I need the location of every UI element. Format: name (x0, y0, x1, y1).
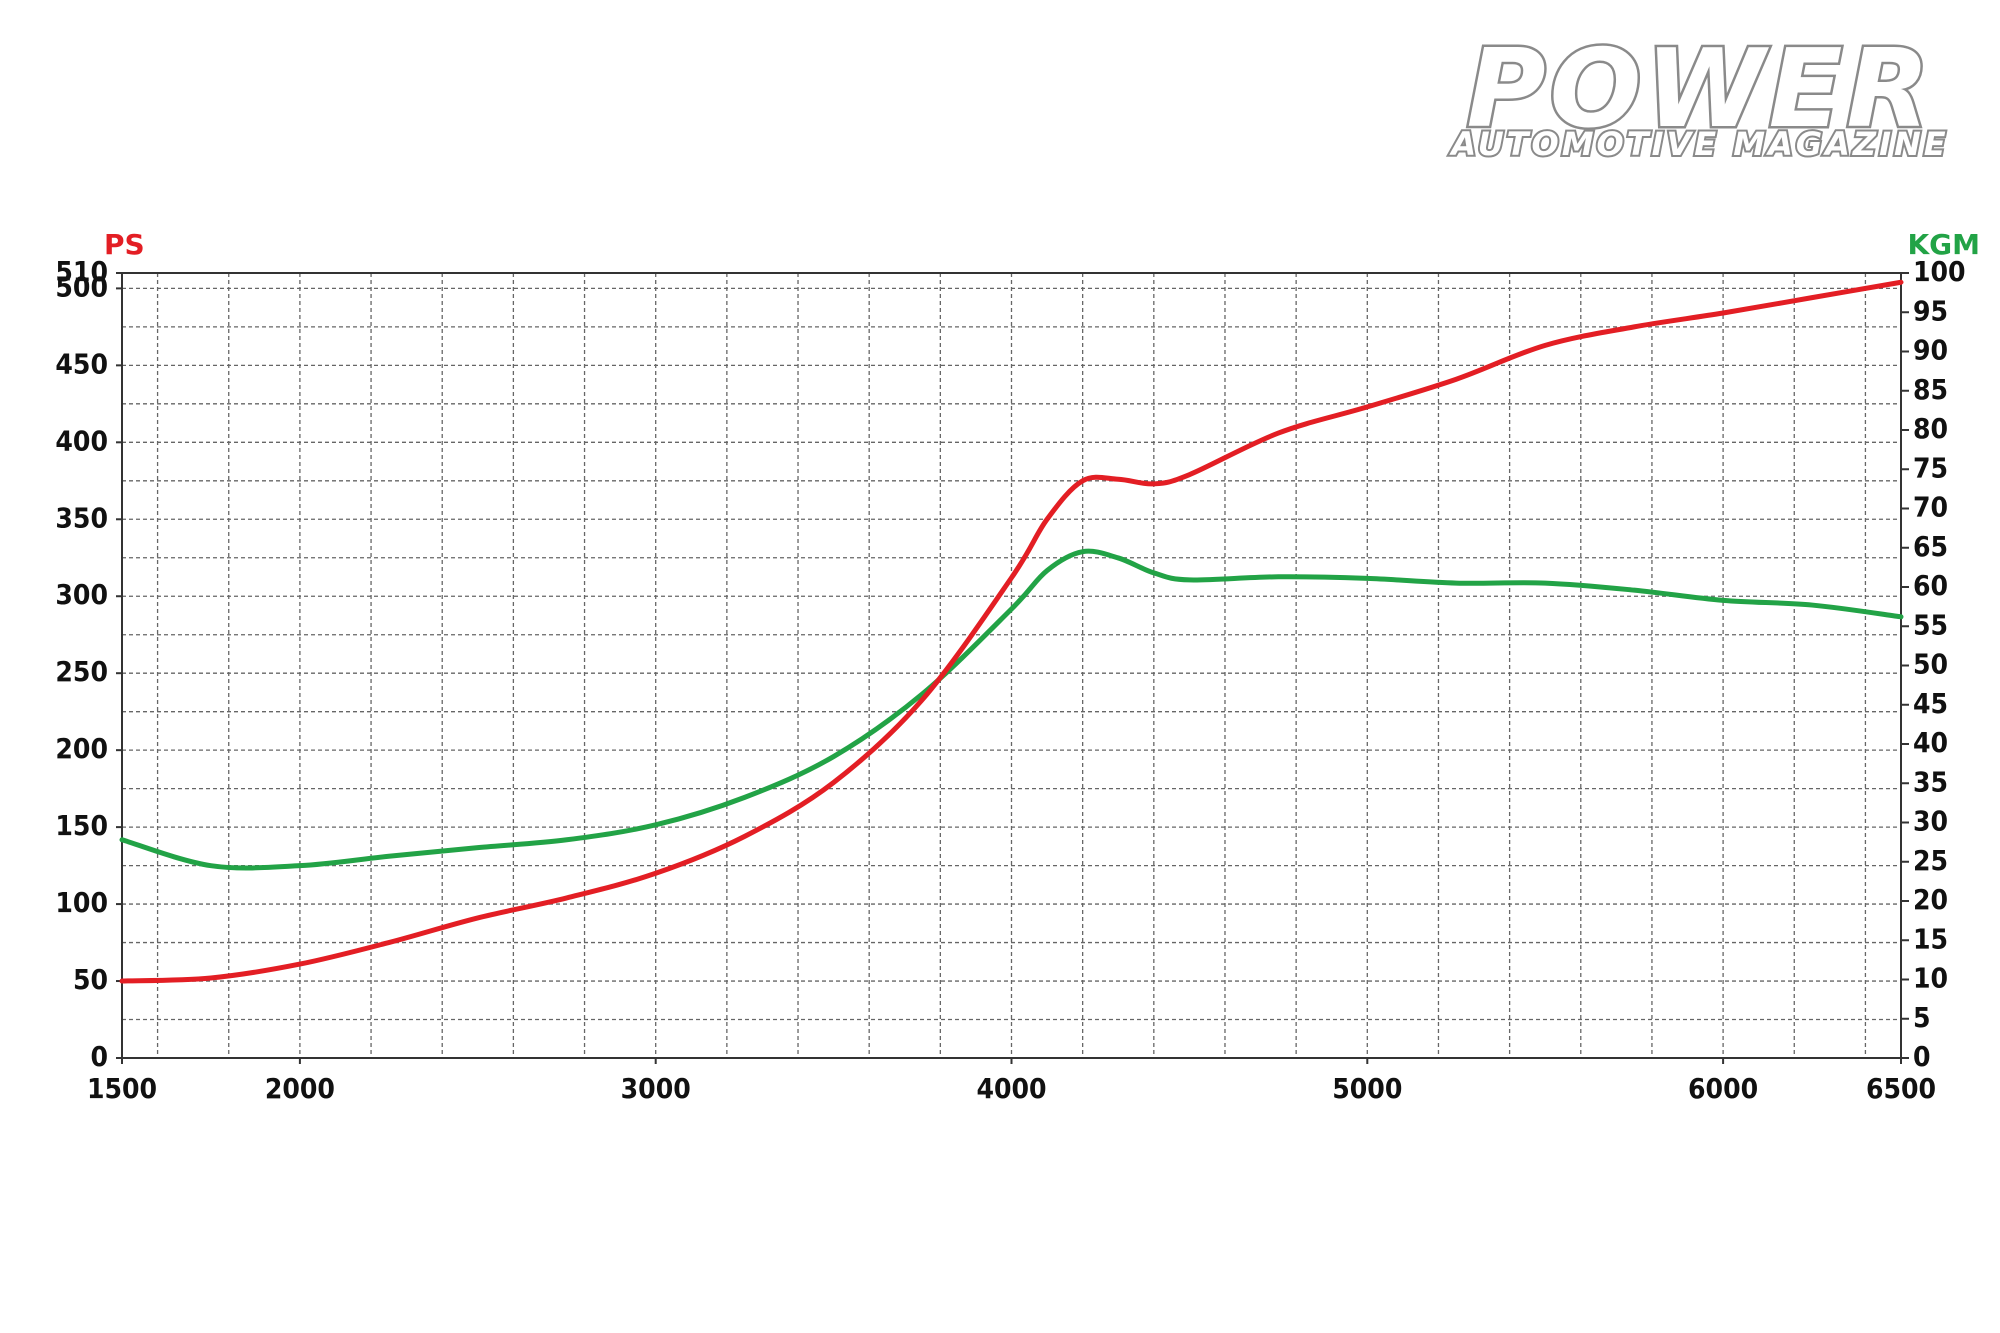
y2-tick-label: 20 (1913, 883, 1948, 916)
y2-tick-label: 95 (1913, 294, 1948, 327)
series-line (119, 548, 1904, 871)
y2-tick-label: 50 (1913, 648, 1948, 681)
y2-tick-label: 40 (1913, 726, 1948, 759)
series-line (119, 279, 1904, 984)
y2-axis-label: KGM (1907, 228, 1980, 261)
y-tick-label: 100 (55, 886, 108, 919)
y-tick-label: 400 (55, 424, 108, 457)
logo-subtitle: AUTOMOTIVE MAGAZINE (1448, 125, 1948, 163)
y2-tick-label: 35 (1913, 765, 1948, 798)
y2-tick-label: 80 (1913, 412, 1948, 445)
y2-tick-label: 55 (1913, 608, 1948, 641)
y-tick-label: 50 (73, 963, 108, 996)
y-axis-label: PS (104, 228, 145, 261)
y2-tick-label: 15 (1913, 922, 1948, 955)
y2-tick-label: 90 (1913, 334, 1948, 367)
x-tick-label: 4000 (976, 1072, 1046, 1105)
y2-tick-label: 65 (1913, 530, 1948, 563)
y2-tick-label: 0 (1913, 1040, 1931, 1073)
y-tick-label: 450 (55, 347, 108, 380)
x-tick-label: 6500 (1866, 1072, 1936, 1105)
y2-tick-label: 60 (1913, 569, 1948, 602)
y2-tick-label: 70 (1913, 491, 1948, 524)
y-tick-label: 510 (55, 255, 108, 288)
y2-tick-label: 85 (1913, 373, 1948, 406)
y2-tick-label: 75 (1913, 451, 1948, 484)
x-tick-label: 5000 (1332, 1072, 1402, 1105)
y-tick-label: 150 (55, 809, 108, 842)
y2-tick-label: 30 (1913, 805, 1948, 838)
y-tick-label: 200 (55, 732, 108, 765)
x-tick-label: 3000 (621, 1072, 691, 1105)
x-tick-label: 6000 (1688, 1072, 1758, 1105)
y-tick-label: 300 (55, 578, 108, 611)
y2-tick-label: 25 (1913, 844, 1948, 877)
y2-tick-label: 100 (1913, 255, 1966, 288)
y2-tick-label: 10 (1913, 962, 1948, 995)
y-tick-label: 0 (90, 1040, 108, 1073)
y-tick-label: 500 (55, 270, 108, 303)
y-tick-label: 350 (55, 501, 108, 534)
x-tick-label: 2000 (265, 1072, 335, 1105)
x-tick-label: 1500 (87, 1072, 157, 1105)
y2-tick-label: 5 (1913, 1001, 1931, 1034)
y2-tick-label: 45 (1913, 687, 1948, 720)
logo-title: POWER (1466, 27, 1933, 152)
y-tick-label: 250 (55, 655, 108, 688)
